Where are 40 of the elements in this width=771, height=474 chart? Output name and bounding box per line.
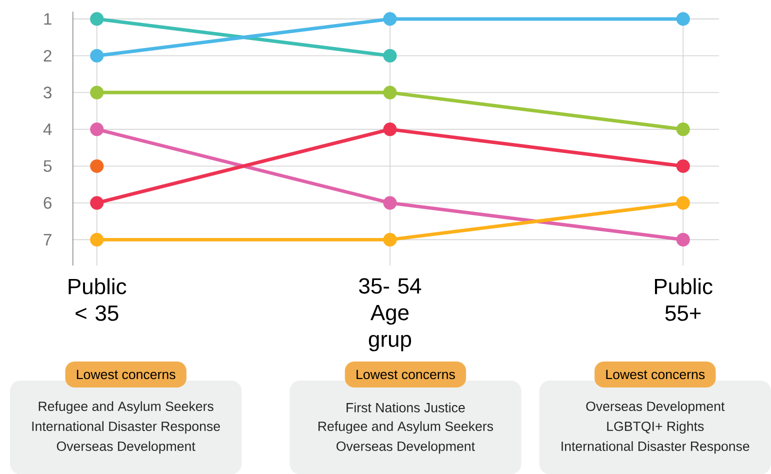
point bbox=[90, 196, 104, 210]
point bbox=[676, 12, 690, 26]
point bbox=[676, 122, 690, 136]
y-tick-label: 2 bbox=[44, 50, 52, 62]
text: Lowest concerns bbox=[606, 370, 705, 379]
text: Refugee and Asylum Seekers bbox=[38, 401, 214, 414]
y-tick-label: 4 bbox=[43, 123, 52, 135]
y-tick-label: 1 bbox=[44, 13, 52, 24]
x-tick-label: Public 55+ bbox=[654, 278, 712, 321]
point bbox=[676, 232, 690, 246]
point bbox=[90, 12, 104, 26]
text: Lowest concerns bbox=[356, 370, 455, 379]
text: First Nations Justice bbox=[346, 402, 465, 412]
y-tick-label: 5 bbox=[44, 160, 52, 172]
point bbox=[383, 48, 397, 62]
text: International Disaster Response bbox=[562, 441, 750, 454]
point bbox=[90, 48, 104, 62]
text: Overseas Development bbox=[586, 401, 725, 414]
point bbox=[90, 122, 104, 136]
text: Overseas Development bbox=[336, 441, 475, 454]
text: Overseas Development bbox=[56, 441, 196, 454]
y-tick-label: 6 bbox=[44, 196, 52, 209]
y-tick-label: 7 bbox=[44, 234, 52, 246]
point bbox=[383, 232, 397, 246]
x-tick-label: Public < 35 bbox=[68, 278, 126, 321]
text: Refugee and Asylum Seekers bbox=[318, 421, 494, 434]
point bbox=[383, 12, 397, 26]
text: International Disaster Response bbox=[32, 421, 220, 434]
point bbox=[90, 232, 104, 246]
text: Lowest concerns bbox=[76, 370, 176, 379]
point bbox=[676, 196, 690, 210]
y-tick-label: 3 bbox=[44, 86, 52, 98]
point bbox=[383, 86, 397, 100]
point bbox=[383, 122, 397, 136]
point bbox=[383, 196, 397, 210]
text: LGBTQI+ Rights bbox=[607, 421, 704, 434]
x-tick-label: 35- 54 Age grup bbox=[359, 278, 422, 352]
point bbox=[676, 159, 690, 173]
point bbox=[90, 159, 104, 173]
point bbox=[90, 86, 104, 100]
